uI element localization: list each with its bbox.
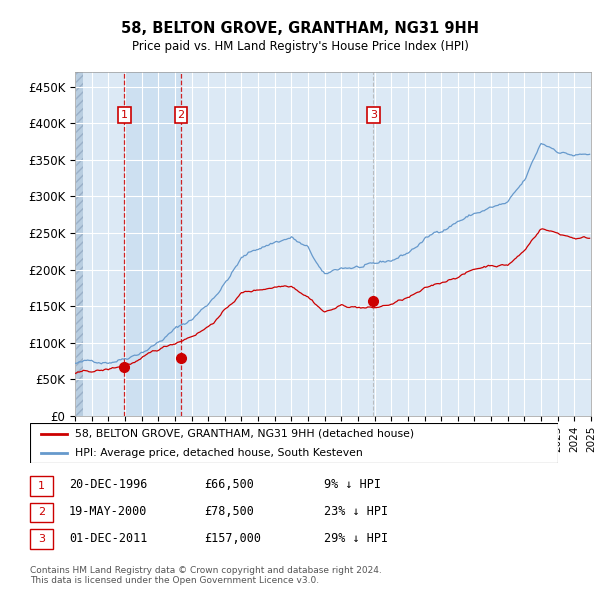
Text: 19-MAY-2000: 19-MAY-2000 [69, 505, 148, 518]
Text: 20-DEC-1996: 20-DEC-1996 [69, 478, 148, 491]
Text: 9% ↓ HPI: 9% ↓ HPI [324, 478, 381, 491]
Text: £78,500: £78,500 [204, 505, 254, 518]
Text: 3: 3 [38, 534, 45, 544]
Text: Contains HM Land Registry data © Crown copyright and database right 2024.
This d: Contains HM Land Registry data © Crown c… [30, 566, 382, 585]
Text: 23% ↓ HPI: 23% ↓ HPI [324, 505, 388, 518]
Bar [75, 72, 83, 416]
Text: £157,000: £157,000 [204, 532, 261, 545]
Text: 2: 2 [178, 110, 185, 120]
Text: HPI: Average price, detached house, South Kesteven: HPI: Average price, detached house, Sout… [75, 448, 362, 458]
Text: Price paid vs. HM Land Registry's House Price Index (HPI): Price paid vs. HM Land Registry's House … [131, 40, 469, 53]
Text: 29% ↓ HPI: 29% ↓ HPI [324, 532, 388, 545]
Text: 2: 2 [38, 507, 45, 517]
Text: 58, BELTON GROVE, GRANTHAM, NG31 9HH (detached house): 58, BELTON GROVE, GRANTHAM, NG31 9HH (de… [75, 429, 414, 439]
Text: 1: 1 [38, 481, 45, 491]
FancyBboxPatch shape [30, 423, 558, 463]
Text: 1: 1 [121, 110, 128, 120]
Text: 3: 3 [370, 110, 377, 120]
Text: 01-DEC-2011: 01-DEC-2011 [69, 532, 148, 545]
Bar [124, 72, 181, 416]
Text: £66,500: £66,500 [204, 478, 254, 491]
Text: 58, BELTON GROVE, GRANTHAM, NG31 9HH: 58, BELTON GROVE, GRANTHAM, NG31 9HH [121, 21, 479, 35]
